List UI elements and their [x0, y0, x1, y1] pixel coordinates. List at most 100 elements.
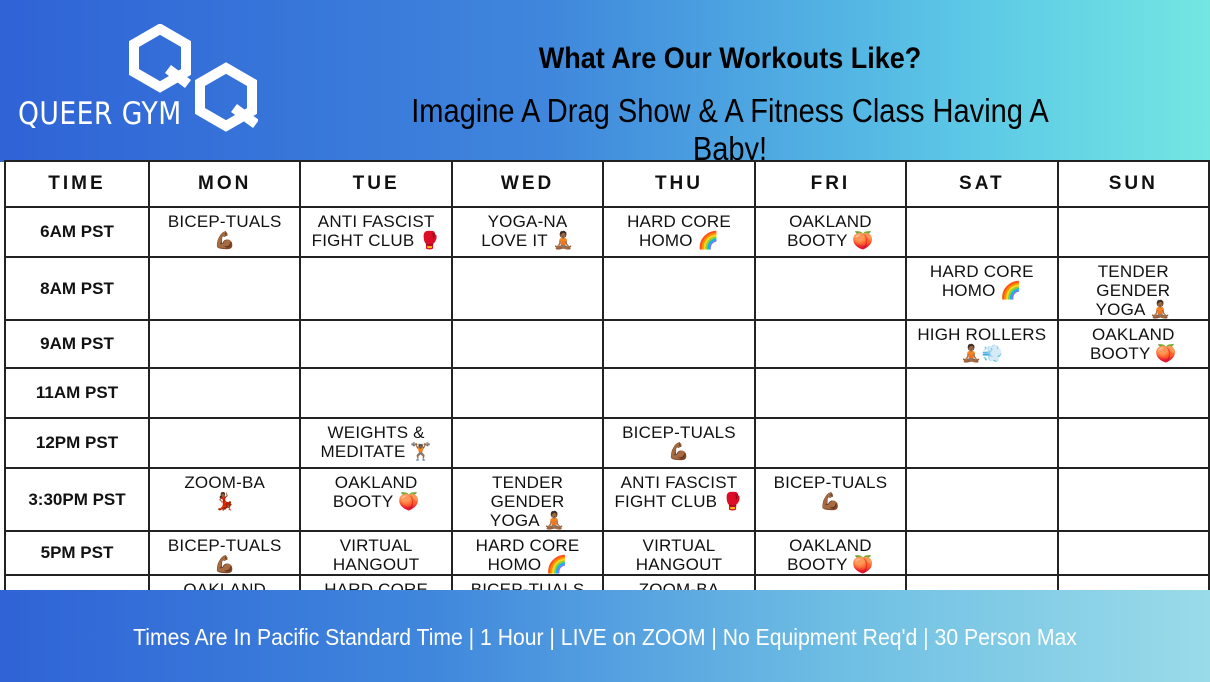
time-slot: 6AM PST — [4, 206, 150, 258]
class-cell — [1056, 206, 1210, 258]
class-cell: TENDER GENDER YOGA 🧘🏾 — [450, 467, 605, 532]
class-cell — [299, 367, 453, 419]
class-cell — [905, 206, 1059, 258]
time-column-header: TIME — [4, 160, 150, 208]
class-cell — [147, 256, 302, 321]
class-cell — [1056, 367, 1210, 419]
class-name: ANTI FASCIST FIGHT CLUB 🥊 — [614, 473, 744, 511]
schedule-row: 8AM PST HARD CORE HOMO 🌈 TENDER GENDER YOG… — [4, 256, 1210, 321]
class-cell: HARD CORE HOMO 🌈 — [905, 256, 1059, 321]
class-name — [1060, 209, 1207, 212]
class-name: OAKLAND BOOTY 🍑 — [332, 473, 420, 511]
class-name — [1060, 470, 1207, 473]
class-name — [1060, 420, 1207, 423]
class-cell: WEIGHTS & MEDITATE 🏋🏾 — [299, 417, 453, 469]
class-cell — [1056, 530, 1210, 576]
class-name: YOGA-NA LOVE IT 🧘🏾 — [481, 212, 574, 250]
class-cell — [1056, 467, 1210, 532]
class-cell: HARD CORE HOMO 🌈 — [602, 206, 756, 258]
class-name — [908, 209, 1055, 212]
class-cell: BICEP-TUALS 💪🏾 — [147, 530, 302, 576]
class-name — [605, 322, 752, 325]
class-name: VIRTUAL HANGOUT — [332, 536, 420, 574]
day-header: TUE — [299, 160, 453, 208]
class-cell: BICEP-TUALS 💪🏾 — [602, 417, 756, 469]
class-name: ANTI FASCIST FIGHT CLUB 🥊 — [311, 212, 441, 250]
class-name: ZOOM-BA 💃🏾 — [184, 473, 266, 511]
class-name: HIGH ROLLERS 🧘🏾💨 — [917, 325, 1047, 363]
day-header: SUN — [1056, 160, 1210, 208]
class-name: HARD CORE HOMO 🌈 — [929, 262, 1034, 300]
class-name — [908, 420, 1055, 423]
class-cell — [147, 417, 302, 469]
schedule-row: 11AM PST — [4, 367, 1210, 419]
class-name: WEIGHTS & MEDITATE 🏋🏾 — [320, 423, 432, 461]
class-cell — [147, 319, 302, 369]
class-name: BICEP-TUALS 💪🏾 — [773, 473, 888, 511]
time-slot: 12PM PST — [4, 417, 150, 469]
class-cell — [450, 319, 605, 369]
class-cell — [450, 417, 605, 469]
class-cell: HIGH ROLLERS 🧘🏾💨 — [905, 319, 1059, 369]
schedule-table: TIME MON TUE WED THU FRI SAT SUN 6AM PST… — [4, 160, 1210, 620]
class-name: HARD CORE HOMO 🌈 — [627, 212, 731, 250]
class-cell: ANTI FASCIST FIGHT CLUB 🥊 — [299, 206, 453, 258]
class-cell — [905, 417, 1059, 469]
queer-gym-q-logo-icon — [129, 24, 258, 132]
class-cell — [147, 367, 302, 419]
day-header: FRI — [753, 160, 908, 208]
class-name — [1060, 533, 1207, 536]
class-name — [151, 322, 298, 325]
class-name: OAKLAND BOOTY 🍑 — [1090, 325, 1177, 363]
class-cell: BICEP-TUALS 💪🏾 — [753, 467, 908, 532]
class-name: HARD CORE HOMO 🌈 — [475, 536, 580, 574]
footer-info: Times Are In Pacific Standard Time | 1 H… — [133, 624, 1077, 650]
schedule-header-row: TIME MON TUE WED THU FRI SAT SUN — [4, 160, 1210, 208]
class-name — [1060, 577, 1207, 580]
class-cell — [905, 367, 1059, 419]
time-slot: 8AM PST — [4, 256, 150, 321]
class-cell: OAKLAND BOOTY 🍑 — [1056, 319, 1210, 369]
class-cell: HARD CORE HOMO 🌈 — [450, 530, 605, 576]
class-cell: OAKLAND BOOTY 🍑 — [299, 467, 453, 532]
class-name — [1060, 370, 1207, 373]
day-header: MON — [147, 160, 302, 208]
class-cell — [299, 256, 453, 321]
day-header: SAT — [905, 160, 1059, 208]
page-title: What Are Our Workouts Like? — [538, 42, 922, 75]
time-slot: 9AM PST — [4, 319, 150, 369]
class-name — [757, 420, 904, 423]
class-name: BICEP-TUALS 💪🏾 — [167, 536, 282, 574]
class-name — [454, 420, 601, 423]
class-name — [757, 322, 904, 325]
day-header: WED — [450, 160, 605, 208]
class-name: OAKLAND BOOTY 🍑 — [787, 536, 874, 574]
schedule-row: 12PM PST WEIGHTS & MEDITATE 🏋🏾 BICEP-TUALS… — [4, 417, 1210, 469]
class-name — [908, 470, 1055, 473]
class-cell — [450, 256, 605, 321]
class-cell — [905, 467, 1059, 532]
class-cell: TENDER GENDER YOGA 🧘🏾 — [1056, 256, 1210, 321]
time-slot: 3:30PM PST — [4, 467, 150, 532]
class-name — [454, 322, 601, 325]
class-name — [605, 259, 752, 262]
day-header: THU — [602, 160, 756, 208]
class-cell: YOGA-NA LOVE IT 🧘🏾 — [450, 206, 605, 258]
class-cell: OAKLAND BOOTY 🍑 — [753, 206, 908, 258]
class-cell — [905, 530, 1059, 576]
class-name — [908, 533, 1055, 536]
page-subtitle: Imagine A Drag Show & A Fitness Class Ha… — [411, 92, 1049, 167]
class-cell: ANTI FASCIST FIGHT CLUB 🥊 — [602, 467, 756, 532]
time-slot: 5PM PST — [4, 530, 150, 576]
class-cell — [299, 319, 453, 369]
class-cell — [1056, 417, 1210, 469]
class-cell: VIRTUAL HANGOUT — [602, 530, 756, 576]
class-name: TENDER GENDER YOGA 🧘🏾 — [1095, 262, 1171, 319]
class-name — [151, 420, 298, 423]
class-name — [454, 259, 601, 262]
class-cell — [753, 417, 908, 469]
brand-name: QUEER GYM — [18, 96, 182, 132]
class-name: OAKLAND BOOTY 🍑 — [787, 212, 874, 250]
header-banner: QUEER GYM What Are Our Workouts Like? Im… — [0, 0, 1210, 167]
class-name: VIRTUAL HANGOUT — [635, 536, 723, 574]
